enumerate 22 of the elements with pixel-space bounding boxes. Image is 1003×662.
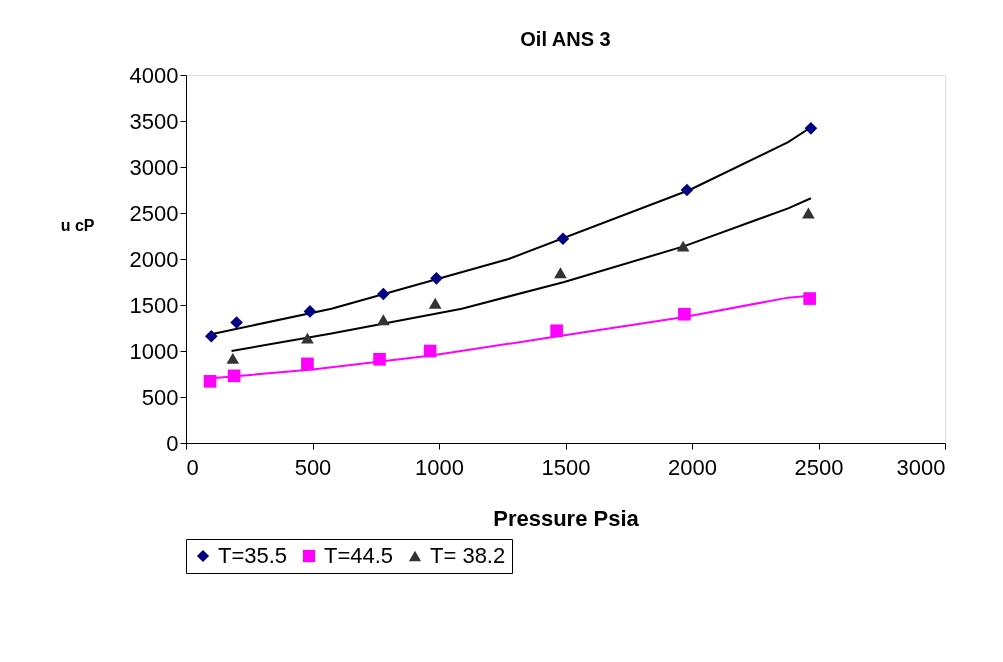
y-tick-label: 4000 xyxy=(129,62,179,88)
x-tick-label: 3000 xyxy=(896,454,946,480)
y-tick-label: 1500 xyxy=(129,292,179,318)
y-tick-label: 2000 xyxy=(129,246,179,272)
x-tick-label: 1500 xyxy=(541,454,591,480)
y-axis-title: u cP xyxy=(60,216,95,234)
x-tick-label: 0 xyxy=(186,454,199,480)
chart-title: Oil ANS 3 xyxy=(520,28,611,50)
x-tick-label: 2500 xyxy=(794,454,844,480)
y-tick-label: 3000 xyxy=(129,154,179,180)
y-tick-label: 500 xyxy=(141,384,179,410)
y-tick-label: 2500 xyxy=(129,200,179,226)
y-tick-label: 3500 xyxy=(129,108,179,134)
x-tick-label: 500 xyxy=(294,454,332,480)
x-tick-label: 2000 xyxy=(668,454,717,480)
x-tick-label: 1000 xyxy=(415,454,464,480)
y-tick-label: 1000 xyxy=(129,338,179,364)
legend-label: T=35.5 xyxy=(218,543,288,568)
x-axis-title: Pressure Psia xyxy=(493,505,640,531)
y-tick-label: 0 xyxy=(166,430,179,456)
legend-label: T= 38.2 xyxy=(430,543,506,568)
legend-label: T=44.5 xyxy=(324,543,394,568)
